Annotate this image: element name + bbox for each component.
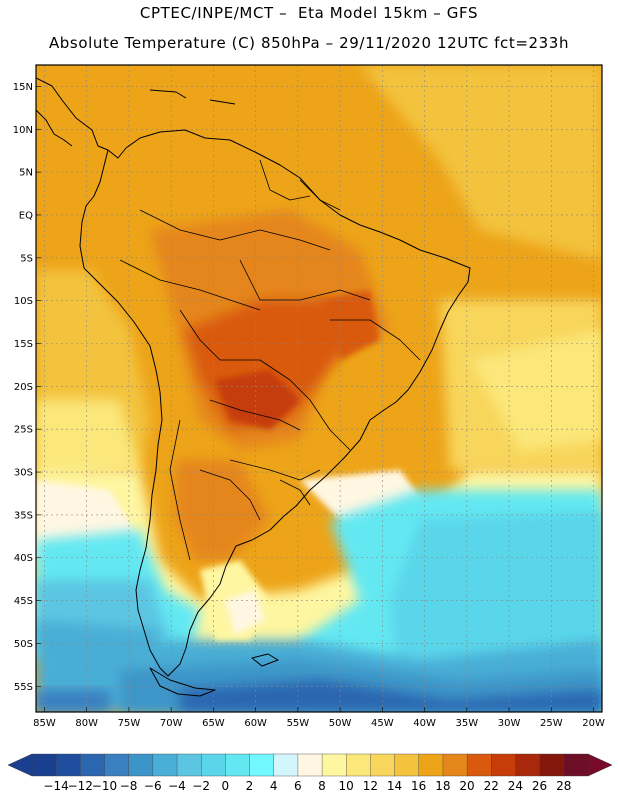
colorbar-swatch: [273, 753, 299, 777]
colorbar-label: 8: [318, 779, 326, 793]
lon-label: 50W: [329, 718, 352, 729]
colorbar-label: 26: [532, 779, 547, 793]
colorbar-label: 2: [246, 779, 254, 793]
colorbar-min-arrow: [7, 753, 33, 777]
longitude-labels: 85W 80W 75W 70W 65W 60W 55W 50W 45W 40W 35W 30W 25W 2…: [33, 718, 605, 729]
colorbar-swatch: [346, 753, 371, 777]
colorbar-swatch: [442, 753, 468, 777]
lat-label: 5N: [19, 168, 33, 179]
colorbar-label: 6: [294, 779, 302, 793]
colorbar-label: −8: [120, 779, 138, 793]
lat-label: 15S: [14, 339, 33, 350]
colorbar-label: 22: [484, 779, 499, 793]
lat-label: 50S: [14, 639, 33, 650]
map-subtitle: Absolute Temperature (C) 850hPa – 29/11/…: [48, 34, 570, 52]
colorbar-swatch: [104, 753, 130, 777]
colorbar-label: 24: [508, 779, 523, 793]
lon-label: 80W: [75, 718, 98, 729]
colorbar-swatch: [515, 753, 541, 777]
lon-label: 25W: [540, 718, 563, 729]
lat-label: 20S: [14, 382, 33, 393]
plot-frame: [35, 64, 603, 713]
colorbar-label: 14: [387, 779, 402, 793]
lat-label: 40S: [14, 553, 33, 564]
latitude-labels: 15N 10N 5N EQ 5S 10S 15S 20S 25S 30S 35S 40S 45S 50S 5…: [13, 82, 33, 693]
colorbar-label: 20: [459, 779, 474, 793]
lon-label: 75W: [118, 718, 141, 729]
colorbar-swatch: [370, 753, 396, 777]
colorbar-label: 4: [270, 779, 278, 793]
lat-label: 45S: [14, 596, 33, 607]
lat-label: 25S: [14, 425, 33, 436]
colorbar-swatch: [563, 753, 589, 777]
colorbar-max-arrow: [587, 753, 613, 777]
colorbar-swatch: [394, 753, 420, 777]
lat-label: EQ: [19, 210, 33, 221]
colorbar-label: −14: [43, 779, 68, 793]
colorbar-swatch: [297, 753, 323, 777]
lat-label: 30S: [14, 468, 33, 479]
colorbar-swatch: [31, 753, 57, 777]
colorbar-swatch: [249, 753, 275, 777]
lat-label: 5S: [20, 253, 33, 264]
colorbar-label: −2: [192, 779, 210, 793]
lon-label: 70W: [160, 718, 183, 729]
graticule: [36, 65, 602, 712]
lon-label: 45W: [371, 718, 394, 729]
lon-label: 20W: [582, 718, 605, 729]
lat-label: 15N: [13, 82, 33, 93]
colorbar-label: −10: [92, 779, 117, 793]
colorbar-swatch: [128, 753, 154, 777]
colorbar-swatch: [225, 753, 251, 777]
colorbar-swatch: [321, 753, 347, 777]
map-title: CPTEC/INPE/MCT – Eta Model 15km – GFS: [139, 4, 479, 22]
colorbar-swatch: [80, 753, 106, 777]
colorbar-label: −4: [168, 779, 186, 793]
lon-label: 55W: [287, 718, 310, 729]
colorbar-label: 28: [556, 779, 571, 793]
temperature-field: [36, 65, 602, 712]
colorbar-label: 16: [411, 779, 426, 793]
lon-label: 85W: [33, 718, 56, 729]
lat-label: 35S: [14, 510, 33, 521]
colorbar-swatch: [539, 753, 565, 777]
colorbar-swatch: [466, 753, 492, 777]
lon-label: 60W: [244, 718, 267, 729]
colorbar-label: −12: [68, 779, 93, 793]
colorbar: −14−12−10 −8 −6 −4 −2 0 2 4 6 8 10 12 14 16 18 20 22 24 26…: [7, 753, 613, 793]
colorbar-swatch: [152, 753, 178, 777]
lon-label: 30W: [498, 718, 521, 729]
colorbar-swatch: [55, 753, 81, 777]
lon-label: 65W: [202, 718, 225, 729]
colorbar-label: 12: [363, 779, 378, 793]
colorbar-swatch: [201, 753, 226, 777]
lat-label: 10S: [14, 296, 33, 307]
colorbar-label: 18: [435, 779, 450, 793]
coastlines: [36, 77, 471, 697]
colorbar-swatch: [176, 753, 202, 777]
lat-label: 55S: [14, 682, 33, 693]
lon-label: 35W: [456, 718, 479, 729]
colorbar-label: 0: [221, 779, 229, 793]
lon-label: 40W: [413, 718, 436, 729]
colorbar-label: 10: [339, 779, 354, 793]
colorbar-swatch: [418, 753, 444, 777]
lat-label: 10N: [13, 125, 33, 136]
colorbar-label: −6: [144, 779, 162, 793]
colorbar-swatch: [491, 753, 516, 777]
